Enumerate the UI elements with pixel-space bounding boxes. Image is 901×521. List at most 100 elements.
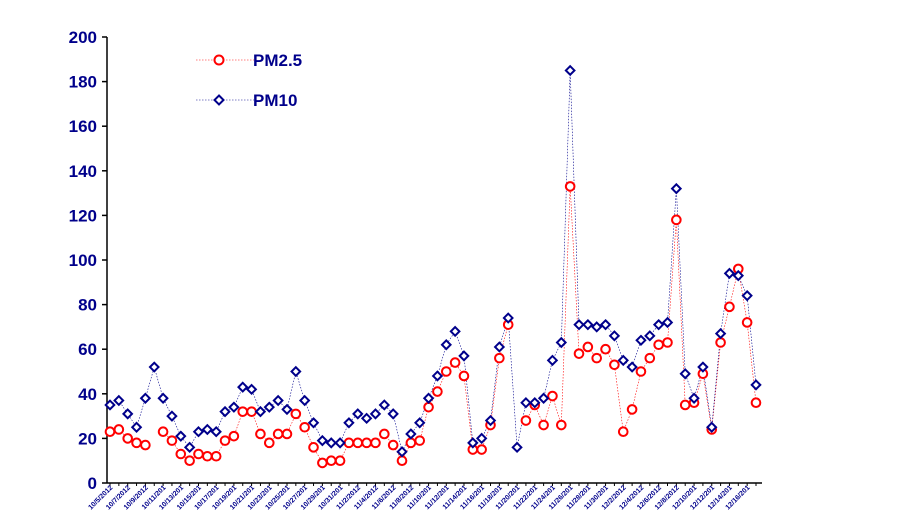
- legend-label-pm10: PM10: [253, 91, 297, 110]
- point-pm25: [131, 437, 142, 449]
- point-pm10: [113, 394, 125, 407]
- point-pm10: [307, 417, 320, 429]
- point-pm25: [325, 455, 337, 467]
- point-pm10: [104, 399, 116, 411]
- y-tick-label: 80: [78, 296, 97, 315]
- point-pm25: [343, 437, 355, 449]
- point-pm10: [422, 392, 435, 404]
- point-pm25: [281, 428, 293, 440]
- point-pm10: [706, 421, 718, 433]
- legend-label-pm25: PM2.5: [253, 51, 302, 70]
- point-pm25: [237, 406, 249, 417]
- point-pm25: [573, 348, 585, 359]
- point-pm25: [104, 426, 116, 438]
- point-pm25: [396, 455, 408, 467]
- point-pm25: [370, 437, 381, 449]
- point-pm25: [175, 448, 187, 460]
- point-pm25: [591, 352, 603, 364]
- point-pm10: [449, 325, 461, 338]
- point-pm10: [210, 425, 222, 438]
- point-pm10: [325, 437, 337, 449]
- point-pm10: [652, 318, 665, 331]
- point-pm25: [299, 421, 310, 433]
- point-pm10: [670, 182, 683, 195]
- point-pm25: [202, 450, 213, 462]
- point-pm10: [183, 441, 196, 454]
- point-pm25: [679, 399, 691, 411]
- point-pm10: [396, 446, 408, 458]
- point-pm25: [476, 444, 487, 455]
- point-pm10: [272, 394, 284, 407]
- point-pm10: [555, 336, 568, 349]
- point-pm25: [113, 424, 125, 435]
- point-pm10: [148, 361, 160, 373]
- point-pm25: [547, 390, 558, 402]
- point-pm10: [617, 354, 629, 367]
- point-pm10: [245, 383, 258, 396]
- point-pm10: [130, 421, 143, 433]
- point-pm25: [193, 448, 204, 460]
- point-pm10: [458, 350, 470, 362]
- legend: PM2.5 PM10: [196, 51, 302, 110]
- point-pm10: [192, 425, 205, 438]
- point-pm10: [688, 392, 700, 404]
- point-pm25: [184, 455, 195, 467]
- point-pm10: [378, 399, 391, 411]
- point-pm25: [255, 428, 266, 440]
- point-pm25: [600, 343, 611, 355]
- point-pm10: [493, 341, 506, 353]
- point-pm10: [369, 408, 382, 420]
- point-pm10: [352, 408, 364, 420]
- point-pm25: [644, 352, 656, 364]
- point-pm25: [166, 435, 178, 446]
- point-pm10: [166, 410, 178, 422]
- point-pm25: [449, 357, 461, 368]
- point-pm25: [609, 359, 620, 371]
- point-pm25: [405, 437, 417, 449]
- point-pm10: [590, 321, 603, 333]
- point-pm10: [139, 392, 152, 404]
- point-pm10: [290, 365, 302, 378]
- y-tick-label: 60: [78, 340, 97, 359]
- point-pm25: [538, 419, 549, 431]
- point-pm25: [440, 366, 452, 377]
- y-axis: 0 20 40 60 80 100 120 140 160 180 200: [69, 28, 108, 493]
- point-pm25: [494, 352, 505, 364]
- point-pm25: [272, 428, 284, 440]
- point-pm10: [582, 318, 594, 331]
- point-pm10: [502, 312, 514, 324]
- y-tick-label: 120: [69, 206, 97, 225]
- point-pm10: [343, 417, 355, 429]
- point-pm25: [210, 450, 222, 462]
- point-pm25: [423, 401, 434, 413]
- y-tick-label: 160: [69, 117, 97, 136]
- point-pm25: [662, 337, 673, 348]
- point-pm10: [281, 403, 293, 416]
- point-pm10: [484, 414, 497, 427]
- point-pm25: [671, 214, 682, 226]
- point-pm10: [334, 437, 346, 449]
- point-pm25: [556, 419, 567, 431]
- series-line-pm10: [109, 70, 757, 453]
- point-pm10: [387, 408, 399, 420]
- point-pm10: [635, 334, 647, 346]
- point-pm10: [546, 354, 559, 367]
- point-pm10: [529, 397, 541, 409]
- point-pm25: [379, 428, 390, 440]
- y-tick-label: 0: [88, 474, 97, 493]
- y-tick-label: 100: [69, 251, 97, 270]
- point-pm25: [715, 337, 726, 348]
- point-pm10: [298, 394, 311, 407]
- point-pm10: [175, 430, 187, 442]
- point-pm10: [626, 361, 638, 373]
- point-pm10: [263, 401, 276, 413]
- point-pm25: [617, 426, 629, 438]
- point-pm25: [635, 366, 647, 377]
- point-pm10: [564, 64, 576, 77]
- point-pm10: [316, 434, 329, 447]
- point-pm25: [653, 339, 664, 351]
- point-pm10: [537, 392, 550, 404]
- point-pm10: [360, 412, 373, 425]
